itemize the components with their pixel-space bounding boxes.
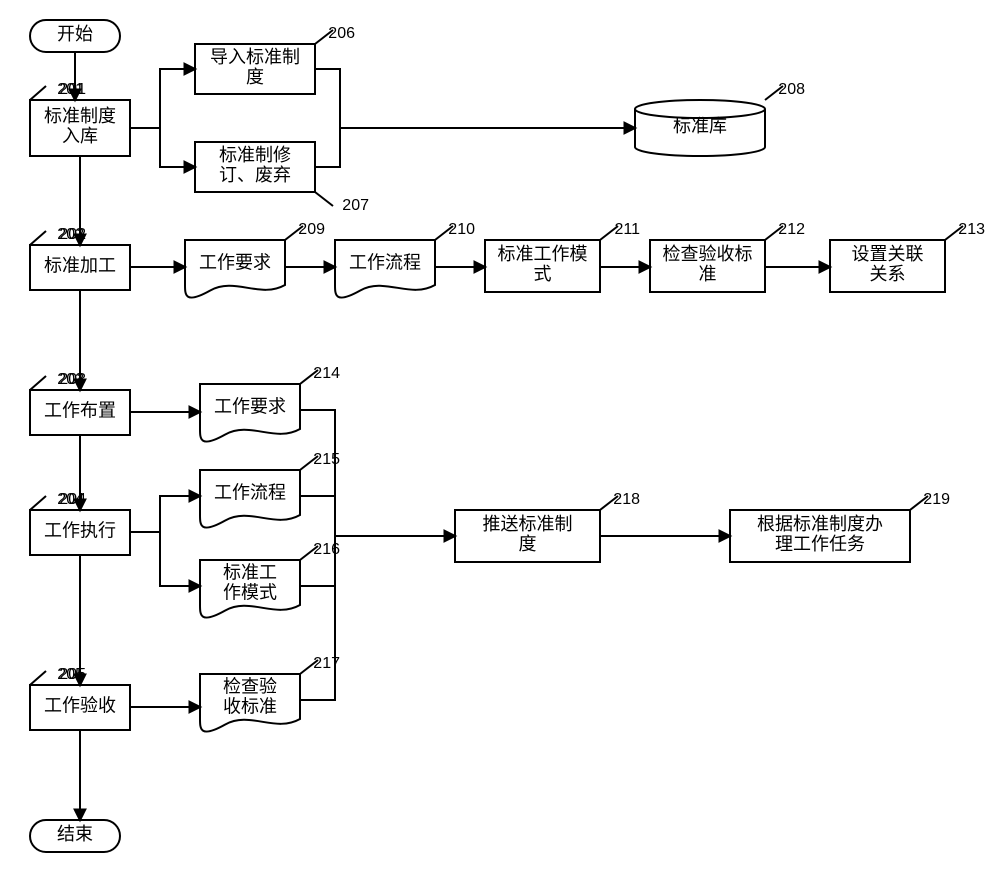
edge	[315, 128, 635, 167]
label: 标准工作模	[498, 244, 588, 264]
label: 推送标准制	[483, 514, 573, 534]
label: 入库	[62, 126, 98, 146]
label: 结束	[57, 824, 93, 844]
svg-text:216: 216	[313, 541, 340, 558]
label: 根据标准制度办	[757, 514, 883, 534]
label: 工作流程	[349, 253, 421, 273]
label: 作模式	[223, 583, 277, 603]
node-start: 开始	[30, 20, 120, 52]
node-n207: 标准制修订、废弃 207	[195, 142, 369, 214]
node-n217: 检查验收标准 217	[200, 655, 340, 732]
svg-text:204: 204	[59, 491, 86, 508]
svg-text:201: 201	[59, 81, 86, 98]
node-n219: 根据标准制度办理工作任务 219	[730, 491, 950, 562]
edge	[130, 69, 195, 128]
label: 关系	[870, 264, 906, 284]
label: 工作要求	[199, 253, 271, 273]
node-n210: 工作流程 210	[335, 221, 475, 298]
svg-text:217: 217	[313, 655, 340, 672]
svg-text:210: 210	[448, 221, 475, 238]
label: 标准制度	[44, 106, 116, 126]
svg-text:207: 207	[342, 197, 369, 214]
node-n208: 标准库 208	[635, 81, 805, 156]
edge	[300, 536, 455, 700]
label: 工作验收	[44, 696, 116, 716]
label: 订、废弃	[219, 165, 291, 185]
node-end: 结束	[30, 820, 120, 852]
label: 工作流程	[214, 483, 286, 503]
svg-text:218: 218	[613, 491, 640, 508]
svg-text:203: 203	[59, 371, 86, 388]
label: 式	[534, 264, 552, 284]
label: 工作执行	[44, 521, 116, 541]
edge	[130, 496, 200, 532]
label: 度	[246, 67, 264, 87]
label: 度	[519, 534, 537, 554]
svg-text:214: 214	[313, 365, 340, 382]
node-n215: 工作流程 215	[200, 451, 340, 528]
svg-text:213: 213	[958, 221, 985, 238]
svg-text:202: 202	[59, 226, 86, 243]
label: 开始	[57, 24, 93, 44]
label: 检查验	[223, 677, 277, 697]
node-n206: 导入标准制度 206	[195, 25, 355, 94]
edge	[315, 69, 340, 128]
label: 标准制修	[219, 145, 291, 165]
svg-text:212: 212	[778, 221, 805, 238]
svg-text:205: 205	[59, 666, 86, 683]
edge	[130, 128, 195, 167]
label: 标准库	[673, 116, 727, 136]
node-n209: 工作要求 209	[185, 221, 325, 298]
label: 导入标准制	[210, 47, 300, 67]
node-n201: 标准制度入库201201	[30, 81, 130, 156]
node-n213: 设置关联关系 213	[830, 221, 985, 292]
svg-text:208: 208	[778, 81, 805, 98]
svg-text:219: 219	[923, 491, 950, 508]
label: 收标准	[223, 697, 277, 717]
label: 标准加工	[44, 256, 116, 276]
label: 检查验收标	[663, 244, 753, 264]
svg-text:206: 206	[328, 25, 355, 42]
node-n214: 工作要求 214	[200, 365, 340, 442]
label: 标准工	[223, 563, 277, 583]
node-n212: 检查验收标准 212	[650, 221, 805, 292]
label: 工作要求	[214, 397, 286, 417]
label: 准	[699, 264, 717, 284]
node-n211: 标准工作模式 211	[485, 221, 640, 292]
edge	[130, 532, 200, 586]
label: 工作布置	[44, 401, 116, 421]
node-n216: 标准工作模式 216	[200, 541, 340, 618]
svg-text:211: 211	[614, 221, 640, 238]
label: 理工作任务	[775, 534, 865, 554]
node-n218: 推送标准制度 218	[455, 491, 640, 562]
edge	[300, 410, 335, 536]
svg-text:215: 215	[313, 451, 340, 468]
label: 设置关联	[852, 244, 924, 264]
svg-text:209: 209	[298, 221, 325, 238]
